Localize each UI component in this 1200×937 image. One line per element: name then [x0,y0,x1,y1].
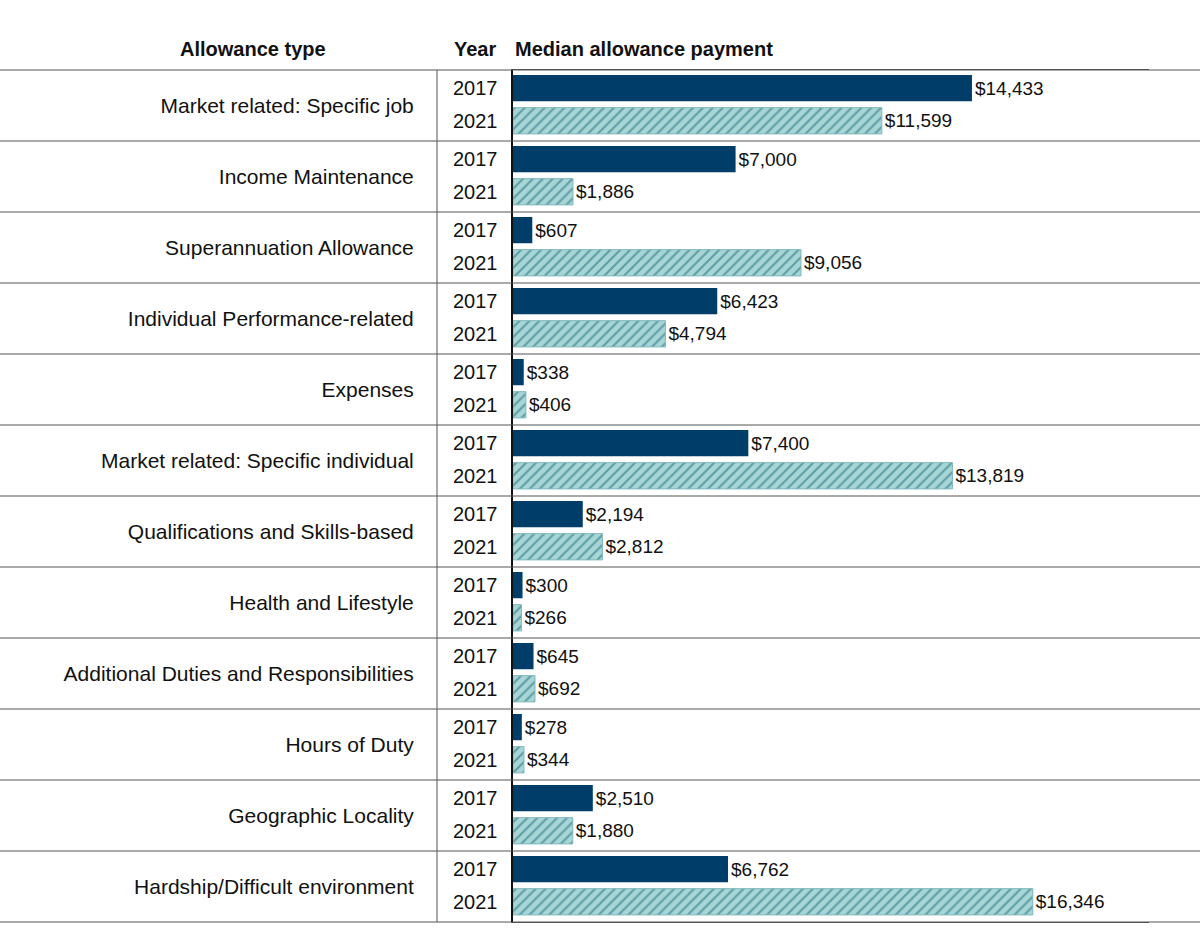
svg-text:Individual Performance-related: Individual Performance-related [128,307,414,330]
svg-text:2021: 2021 [453,607,498,629]
svg-text:2017: 2017 [453,361,498,383]
svg-text:2017: 2017 [453,290,498,312]
svg-text:Superannuation Allowance: Superannuation Allowance [165,236,414,259]
svg-text:$13,819: $13,819 [955,465,1024,486]
svg-text:Health and Lifestyle: Health and Lifestyle [229,591,413,614]
svg-text:2021: 2021 [453,820,498,842]
svg-text:2021: 2021 [453,678,498,700]
svg-text:Market related: Specific indiv: Market related: Specific individual [101,449,414,472]
svg-text:2017: 2017 [453,787,498,809]
svg-text:$2,194: $2,194 [586,504,645,525]
svg-text:$1,880: $1,880 [576,820,634,841]
svg-text:$300: $300 [526,575,568,596]
svg-text:$338: $338 [527,362,569,383]
svg-text:$6,423: $6,423 [720,291,778,312]
svg-text:$6,762: $6,762 [731,859,789,880]
svg-text:2021: 2021 [453,891,498,913]
svg-text:Median allowance payment: Median allowance payment [515,38,773,60]
svg-text:$406: $406 [529,394,571,415]
svg-text:2021: 2021 [453,181,498,203]
svg-text:$645: $645 [537,646,579,667]
svg-text:2021: 2021 [453,323,498,345]
svg-text:2021: 2021 [453,394,498,416]
svg-text:2021: 2021 [453,110,498,132]
svg-text:2021: 2021 [453,252,498,274]
svg-text:2017: 2017 [453,432,498,454]
svg-text:$1,886: $1,886 [576,181,634,202]
svg-text:Market related: Specific job: Market related: Specific job [161,94,414,117]
svg-text:Income Maintenance: Income Maintenance [219,165,414,188]
svg-text:2017: 2017 [453,645,498,667]
svg-text:Hardship/Difficult environment: Hardship/Difficult environment [134,875,414,898]
svg-text:$7,000: $7,000 [739,149,797,170]
svg-text:2017: 2017 [453,716,498,738]
svg-text:$11,599: $11,599 [885,110,952,131]
svg-text:$607: $607 [535,220,577,241]
svg-text:$9,056: $9,056 [804,252,862,273]
svg-text:$14,433: $14,433 [975,78,1044,99]
svg-text:Hours of Duty: Hours of Duty [285,733,414,756]
svg-text:Year: Year [454,38,496,60]
svg-text:2021: 2021 [453,749,498,771]
svg-text:Geographic Locality: Geographic Locality [228,804,414,827]
svg-text:2021: 2021 [453,536,498,558]
svg-text:2017: 2017 [453,574,498,596]
svg-text:$266: $266 [524,607,566,628]
svg-text:Allowance type: Allowance type [180,38,326,60]
svg-text:Qualifications and Skills-base: Qualifications and Skills-based [128,520,414,543]
svg-text:2017: 2017 [453,77,498,99]
svg-text:$692: $692 [538,678,580,699]
svg-text:2017: 2017 [453,503,498,525]
svg-text:Additional Duties and Responsi: Additional Duties and Responsibilities [64,662,414,685]
svg-text:$2,510: $2,510 [596,788,654,809]
svg-text:$2,812: $2,812 [605,536,663,557]
svg-text:2017: 2017 [453,219,498,241]
svg-text:2017: 2017 [453,148,498,170]
svg-text:2021: 2021 [453,465,498,487]
svg-text:$16,346: $16,346 [1036,891,1105,912]
svg-text:2017: 2017 [453,858,498,880]
svg-text:Expenses: Expenses [322,378,414,401]
svg-text:$344: $344 [527,749,570,770]
svg-text:$4,794: $4,794 [668,323,727,344]
svg-text:$278: $278 [525,717,567,738]
svg-text:$7,400: $7,400 [751,433,809,454]
